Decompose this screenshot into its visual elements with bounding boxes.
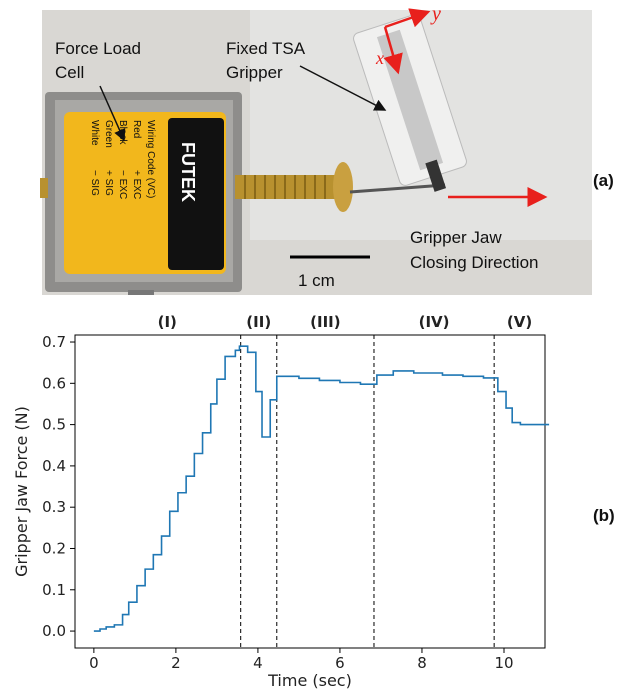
device-text: Black: [117, 120, 128, 145]
device-text: Green: [103, 120, 114, 148]
y-tick-label: 0.3: [42, 498, 66, 516]
force-line: [94, 346, 549, 631]
x-tick-label: 0: [89, 654, 99, 672]
axis-label: y: [430, 3, 441, 25]
axis-label: x: [375, 48, 384, 68]
device-text: − SIG: [89, 170, 100, 196]
x-tick-label: 10: [494, 654, 513, 672]
y-tick-label: 0.0: [42, 622, 66, 640]
x-tick-label: 2: [171, 654, 181, 672]
annotation: Closing Direction: [410, 253, 539, 272]
device-text: + SIG: [103, 170, 114, 196]
y-axis-label: Gripper Jaw Force (N): [12, 406, 31, 577]
plot-frame: [75, 335, 545, 648]
page: FUTEK Wiring Code (VC) Red + EXC Black −…: [0, 0, 631, 692]
phase-label: (IV): [419, 313, 450, 331]
y-tick-label: 0.2: [42, 539, 66, 557]
device-text: Red: [131, 120, 142, 138]
x-tick-label: 6: [335, 654, 345, 672]
phase-label: (I): [158, 313, 177, 331]
panel-label: (a): [593, 171, 614, 190]
annotation: Gripper: [226, 63, 283, 82]
device-text: − EXC: [117, 170, 128, 199]
x-axis-label: Time (sec): [267, 671, 352, 690]
chart: 0 2 4 6 8 10 0.0 0.1 0.2 0.3 0.4 0.5 0.6 0.7 Time (sec…: [12, 313, 549, 690]
device-text: White: [89, 120, 100, 146]
phase-label: (II): [246, 313, 271, 331]
annotation: Force Load: [55, 39, 141, 58]
phase-label: (III): [310, 313, 340, 331]
figure: FUTEK Wiring Code (VC) Red + EXC Black −…: [0, 0, 631, 692]
y-tick-label: 0.4: [42, 457, 66, 475]
x-tick-label: 8: [417, 654, 427, 672]
y-tick-label: 0.1: [42, 581, 66, 599]
annotation: Fixed TSA: [226, 39, 306, 58]
x-tick-label: 4: [253, 654, 263, 672]
y-tick-label: 0.5: [42, 416, 66, 434]
device-brand: FUTEK: [178, 142, 198, 202]
device-text: Wiring Code (VC): [145, 120, 156, 198]
scale-bar-label: 1 cm: [298, 271, 335, 290]
phase-label: (V): [507, 313, 532, 331]
annotation: Cell: [55, 63, 84, 82]
device-text: + EXC: [131, 170, 142, 199]
panel-label: (b): [593, 506, 615, 525]
annotation: Gripper Jaw: [410, 228, 502, 247]
y-tick-label: 0.7: [42, 333, 66, 351]
y-tick-label: 0.6: [42, 374, 66, 392]
